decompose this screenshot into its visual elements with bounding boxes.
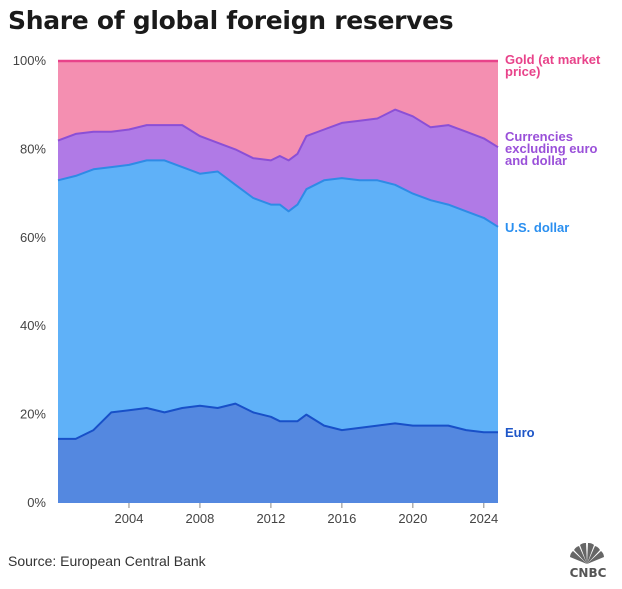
y-tick-label: 0% — [27, 495, 46, 510]
y-tick-label: 100% — [13, 53, 47, 68]
x-tick-label: 2012 — [256, 511, 285, 526]
x-tick-label: 2024 — [469, 511, 498, 526]
x-tick-label: 2016 — [327, 511, 356, 526]
logo-wordmark: CNBC — [569, 566, 607, 580]
usd-line — [57, 159, 499, 228]
y-tick-label: 60% — [20, 230, 46, 245]
y-tick-label: 80% — [20, 141, 46, 156]
gold-area — [58, 61, 498, 161]
x-tick-label: 2004 — [115, 511, 144, 526]
y-axis: 0% 20% 40% 60% 80% 100% — [13, 53, 47, 510]
x-tick-label: 2020 — [398, 511, 427, 526]
stacked-area-chart: 0%20%40%60%80%100% 2004 2008 2012 2016 2020 2… — [13, 52, 601, 526]
x-axis: 2004 2008 2012 2016 2020 2024 — [115, 503, 498, 526]
y-tick-label: 20% — [20, 407, 46, 422]
currencies-label: excluding euro — [505, 141, 598, 156]
currencies-label: Currencies — [505, 129, 573, 144]
boundary-lines — [57, 59, 499, 440]
euro-area — [58, 403, 498, 503]
currencies-line — [57, 108, 499, 162]
currencies-area — [58, 109, 498, 227]
area-layers — [58, 61, 498, 503]
currencies-label: and dollar — [505, 153, 567, 168]
chart-title: Share of global foreign reserves — [8, 6, 454, 35]
source-note: Source: European Central Bank — [8, 553, 206, 569]
x-tick-label: 2008 — [185, 511, 214, 526]
y-tick-label: 40% — [20, 318, 46, 333]
peacock-icon — [570, 542, 604, 564]
usd-label: U.S. dollar — [505, 220, 569, 235]
usd-area — [58, 160, 498, 439]
euro-label: Euro — [505, 425, 535, 440]
gold-label: price) — [505, 64, 540, 79]
euro-line — [58, 402, 498, 440]
gold-label: Gold (at market — [505, 52, 601, 67]
